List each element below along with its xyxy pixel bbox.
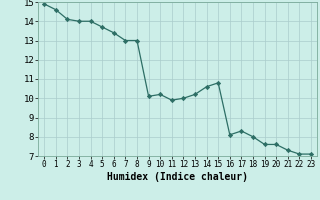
X-axis label: Humidex (Indice chaleur): Humidex (Indice chaleur) (107, 172, 248, 182)
